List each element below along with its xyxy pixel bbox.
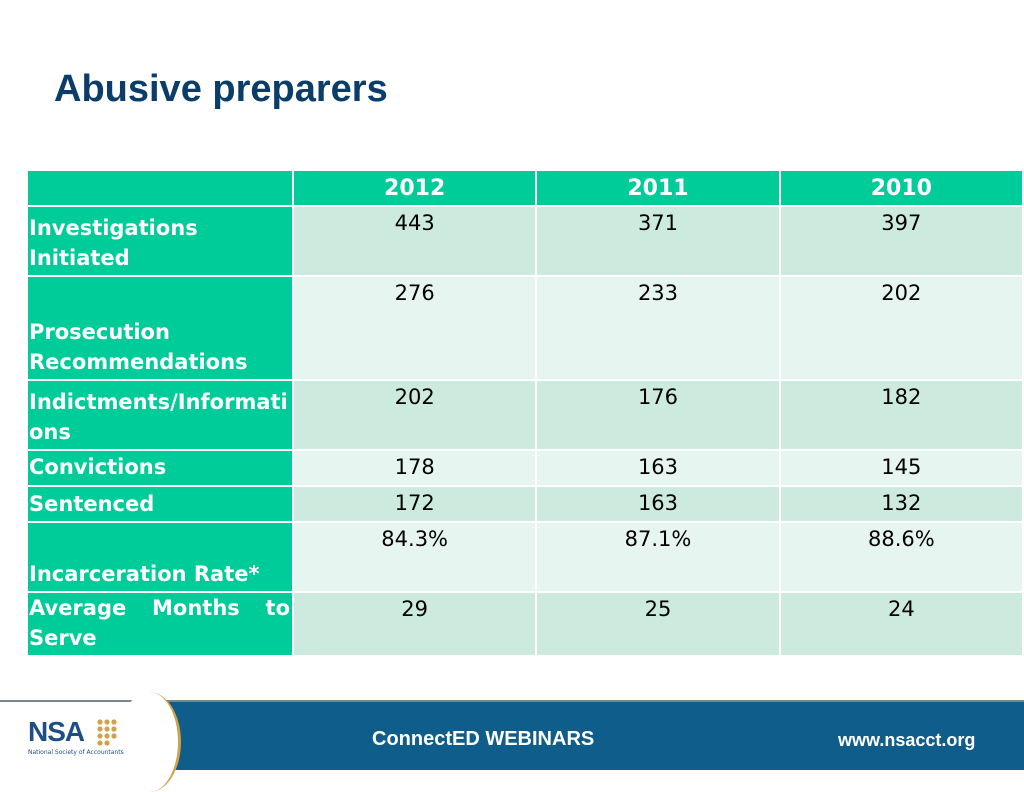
cell-average-months-2012: 29	[291, 591, 538, 657]
cell-average-months-2010: 24	[778, 591, 1024, 657]
row-label-incarceration: Incarceration Rate*	[26, 521, 294, 593]
cell-prosecution-2012: 276	[291, 275, 538, 381]
cell-indictments-2010: 182	[778, 379, 1024, 451]
footer-bar: NSA National Society of Accountants Conn…	[0, 692, 1024, 792]
cell-investigations-2011: 371	[535, 205, 781, 277]
slide-title: Abusive preparers	[54, 68, 388, 110]
cell-sentenced-2012: 172	[291, 485, 538, 523]
logo-panel	[0, 702, 150, 770]
header-2010: 2010	[778, 169, 1024, 207]
table-header-row: 2012 2011 2010	[26, 169, 1024, 207]
table-row-incarceration: Incarceration Rate* 84.3% 87.1% 88.6%	[26, 521, 1024, 593]
cell-convictions-2010: 145	[778, 449, 1024, 487]
table-row-sentenced: Sentenced 172 163 132	[26, 485, 1024, 523]
header-2012: 2012	[291, 169, 538, 207]
table-row-prosecution: Prosecution Recommendations 276 233 202	[26, 275, 1024, 381]
table-row-indictments: Indictments/Informations 202 176 182	[26, 379, 1024, 451]
cell-average-months-2011: 25	[535, 591, 781, 657]
logo-subtitle: National Society of Accountants	[28, 749, 124, 756]
logo-dots-icon	[97, 719, 117, 746]
nsa-logo: NSA	[28, 716, 85, 747]
table-row-convictions: Convictions 178 163 145	[26, 449, 1024, 487]
cell-investigations-2012: 443	[291, 205, 538, 277]
connected-webinars-brand: ConnectED WEBINARS	[372, 728, 595, 750]
row-label-convictions: Convictions	[26, 449, 294, 487]
cell-sentenced-2011: 163	[535, 485, 781, 523]
table-row-investigations: Investigations Initiated 443 371 397	[26, 205, 1024, 277]
cell-convictions-2012: 178	[291, 449, 538, 487]
row-label-indictments: Indictments/Informations	[26, 379, 294, 451]
row-label-prosecution: Prosecution Recommendations	[26, 275, 294, 381]
cell-incarceration-2010: 88.6%	[778, 521, 1024, 593]
row-label-sentenced: Sentenced	[26, 485, 294, 523]
row-label-investigations: Investigations Initiated	[26, 205, 294, 277]
row-label-average-months: Average Months to Serve	[26, 591, 294, 657]
cell-incarceration-2012: 84.3%	[291, 521, 538, 593]
cell-prosecution-2011: 233	[535, 275, 781, 381]
header-corner-cell	[26, 169, 294, 207]
cell-sentenced-2010: 132	[778, 485, 1024, 523]
cell-prosecution-2010: 202	[778, 275, 1024, 381]
table-row-average-months: Average Months to Serve 29 25 24	[26, 591, 1024, 657]
cell-investigations-2010: 397	[778, 205, 1024, 277]
abusive-preparers-table: 2012 2011 2010 Investigations Initiated …	[26, 169, 1024, 657]
header-2011: 2011	[535, 169, 781, 207]
cell-indictments-2011: 176	[535, 379, 781, 451]
cell-convictions-2011: 163	[535, 449, 781, 487]
cell-indictments-2012: 202	[291, 379, 538, 451]
cell-incarceration-2011: 87.1%	[535, 521, 781, 593]
website-url[interactable]: www.nsacct.org	[838, 730, 976, 750]
